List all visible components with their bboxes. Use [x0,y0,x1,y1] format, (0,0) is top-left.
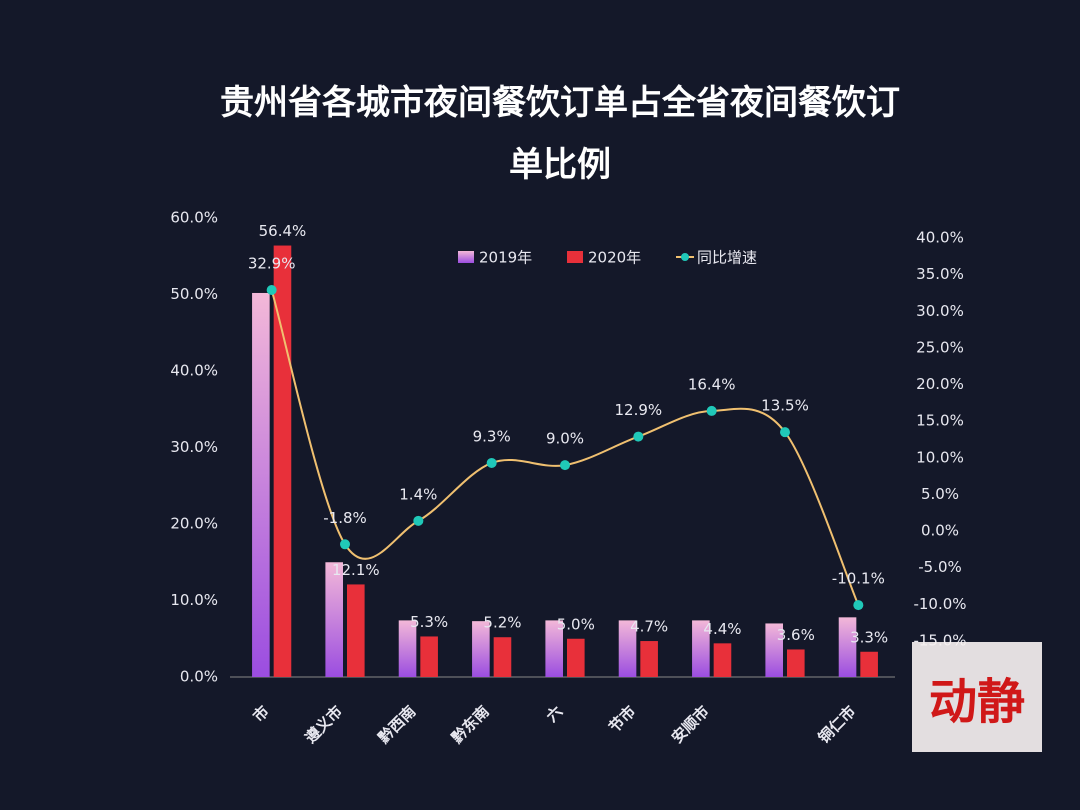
x-tick-label: 黔西南 [375,702,420,747]
bar [567,638,585,677]
bar [618,620,637,677]
data-label: 3.3% [850,628,888,646]
data-label: 5.3% [410,613,448,631]
growth-point [413,515,424,526]
data-label: 56.4% [259,222,307,240]
y-tick-label: 30.0% [170,438,218,456]
growth-point [486,457,497,468]
data-label: 5.0% [557,615,595,633]
growth-point [633,431,644,442]
bar [860,651,878,677]
x-tick-label: 六 [543,702,566,725]
y2-tick-label: 25.0% [916,338,964,356]
legend-swatch [567,251,583,263]
data-label: 12.1% [332,561,380,579]
legend-swatch [458,251,474,263]
bar [713,643,732,677]
growth-point [340,539,350,550]
data-label: 4.4% [703,620,741,638]
y-tick-label: 10.0% [170,591,218,609]
bar [420,636,438,677]
y-tick-label: 50.0% [170,285,218,303]
y2-tick-label: 35.0% [916,265,964,283]
data-label: -10.1% [832,570,885,588]
x-tick-label: 铜仁市 [815,702,860,747]
data-label: 3.6% [777,626,815,644]
bar [838,617,857,677]
bar [325,562,343,677]
y2-tick-label: -5.0% [918,558,962,576]
y2-tick-label: 15.0% [916,412,964,430]
data-label: -1.8% [323,509,367,527]
x-tick-label: 安顺市 [668,702,713,747]
data-label: 1.4% [399,485,437,503]
bar [252,292,270,677]
legend-swatch [681,253,689,261]
data-label: 9.3% [473,427,511,445]
bar [692,620,710,677]
data-label: 5.2% [483,614,521,632]
x-tick-label: 遵义市 [301,702,346,747]
y2-tick-label: 20.0% [916,375,964,393]
x-tick-label: 节市 [605,702,639,736]
x-tick-label: 市 [249,702,272,725]
bar [765,623,783,677]
watermark: 动静 [912,642,1042,752]
data-label: 13.5% [761,397,809,415]
data-label: 12.9% [615,401,663,419]
growth-point [853,600,864,611]
bar [493,637,512,677]
y2-tick-label: 10.0% [916,448,964,466]
y-tick-label: 0.0% [180,668,218,686]
growth-point [266,285,277,296]
growth-point [560,460,570,471]
y-tick-label: 60.0% [170,209,218,227]
bar [472,621,490,677]
y-tick-label: 40.0% [170,362,218,380]
data-label: 32.9% [248,255,296,273]
x-tick-label: 黔东南 [448,702,493,747]
data-label: 16.4% [688,375,736,393]
growth-point [706,405,717,416]
bar [398,620,417,677]
bar [787,649,805,677]
bar [545,620,563,677]
data-label: 9.0% [546,430,584,448]
y2-tick-label: 0.0% [921,522,959,540]
y2-tick-label: 30.0% [916,302,964,320]
growth-point [780,427,790,438]
data-label: 4.7% [630,618,668,636]
legend-label: 2020年 [588,249,641,267]
legend-label: 同比增速 [697,249,757,267]
y2-tick-label: -10.0% [913,595,966,613]
chart-title: 贵州省各城市夜间餐饮订单占全省夜间餐饮订单比例 [220,83,900,185]
bar [347,584,365,677]
y-tick-label: 20.0% [170,515,218,533]
legend-label: 2019年 [479,249,532,267]
bar [640,641,658,677]
y2-tick-label: 5.0% [921,485,959,503]
y2-tick-label: 40.0% [916,229,964,247]
